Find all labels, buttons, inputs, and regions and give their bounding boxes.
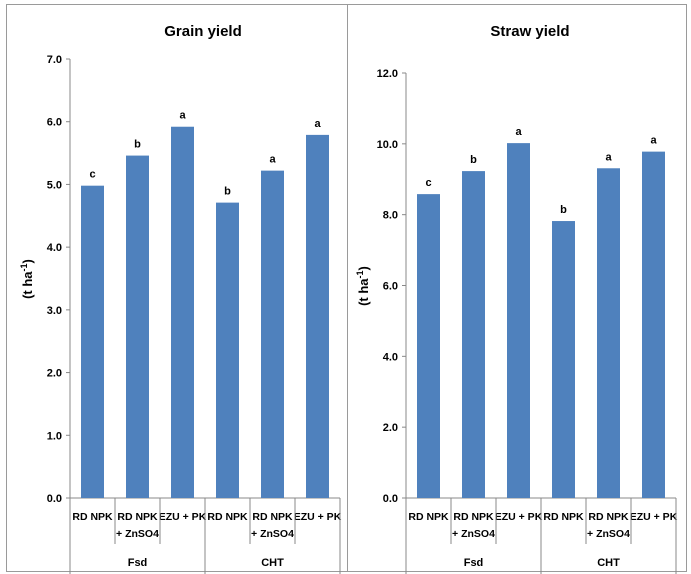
straw-yield-title: Straw yield [490,23,569,40]
grain-yield-group-label: CHT [261,557,284,569]
straw-yield-category-label: RD NPK [588,511,629,523]
straw-yield-y-tick-label: 6.0 [383,281,398,293]
grain-yield-significance-letter: b [224,186,231,198]
grain-yield-y-tick-label: 6.0 [47,117,62,129]
straw-yield-y-tick-label: 0.0 [383,493,398,505]
grain-yield-category-label: RD NPK [207,511,248,523]
straw-yield-category-label: EZU + PK [495,511,543,523]
grain-yield-bar [81,185,104,498]
straw-yield-category-label: + ZnSO4 [452,528,495,540]
straw-yield-bar [597,168,620,499]
straw-yield-chart: Straw yield (t ha-1) 0.0 2.0 4.0 6.0 8.0 10.0… [355,23,678,574]
straw-yield-significance-letter: b [560,204,567,216]
straw-yield-significance-letter: c [425,177,431,189]
straw-yield-bar [642,151,665,498]
grain-yield-y-tick-label: 3.0 [47,305,62,317]
grain-yield-bar [171,126,194,498]
grain-yield-y-axis-label: (t ha-1) [19,259,35,299]
grain-yield-bar [261,170,284,499]
grain-yield-y-tick-label: 5.0 [47,179,62,191]
grain-yield-y-tick-label: 4.0 [47,242,62,254]
straw-yield-significance-letter: a [515,126,522,138]
grain-yield-category-label: EZU + PK [294,511,342,523]
straw-yield-y-tick-label: 12.0 [377,68,398,80]
grain-yield-group-label: Fsd [128,557,148,569]
grain-yield-category-label: + ZnSO4 [251,528,294,540]
straw-yield-category-label: EZU + PK [630,511,678,523]
grain-yield-category-label: + ZnSO4 [116,528,159,540]
straw-yield-group-label: Fsd [464,557,484,569]
straw-yield-y-tick-label: 4.0 [383,351,398,363]
grain-yield-category-label: EZU + PK [159,511,207,523]
grain-yield-bar [216,202,239,498]
straw-yield-y-axis-label: (t ha-1) [355,266,371,306]
straw-yield-bar [417,194,440,498]
grain-yield-category-label: RD NPK [117,511,158,523]
grain-yield-significance-letter: a [269,154,276,166]
grain-yield-significance-letter: b [134,139,141,151]
grain-yield-bar [306,134,329,499]
straw-yield-category-label: RD NPK [543,511,584,523]
straw-yield-significance-letter: a [605,151,612,163]
straw-yield-y-tick-label: 2.0 [383,422,398,434]
straw-yield-category-label: + ZnSO4 [587,528,630,540]
straw-yield-y-tick-label: 10.0 [377,139,398,151]
grain-yield-title: Grain yield [164,23,242,40]
grain-yield-y-tick-label: 2.0 [47,368,62,380]
grain-yield-significance-letter: a [179,110,186,122]
straw-yield-y-tick-label: 8.0 [383,210,398,222]
grain-yield-y-tick-label: 1.0 [47,430,62,442]
grain-yield-bar [126,155,149,498]
grain-yield-category-label: RD NPK [252,511,293,523]
straw-yield-bar [507,143,530,498]
straw-yield-significance-letter: b [470,154,477,166]
straw-yield-category-label: RD NPK [408,511,449,523]
grain-yield-significance-letter: a [314,118,321,130]
straw-yield-significance-letter: a [650,135,657,147]
grain-yield-chart: Grain yield (t ha-1) 0.0 1.0 2.0 3.0 4.0 5.0 6… [19,23,342,574]
straw-yield-bar [552,221,575,498]
grain-yield-significance-letter: c [89,169,95,181]
grain-yield-category-label: RD NPK [72,511,113,523]
straw-yield-bar [462,171,485,498]
straw-yield-group-label: CHT [597,557,620,569]
straw-yield-panel-frame [347,4,687,572]
grain-yield-y-tick-label: 7.0 [47,54,62,66]
straw-yield-category-label: RD NPK [453,511,494,523]
grain-yield-y-tick-label: 0.0 [47,493,62,505]
